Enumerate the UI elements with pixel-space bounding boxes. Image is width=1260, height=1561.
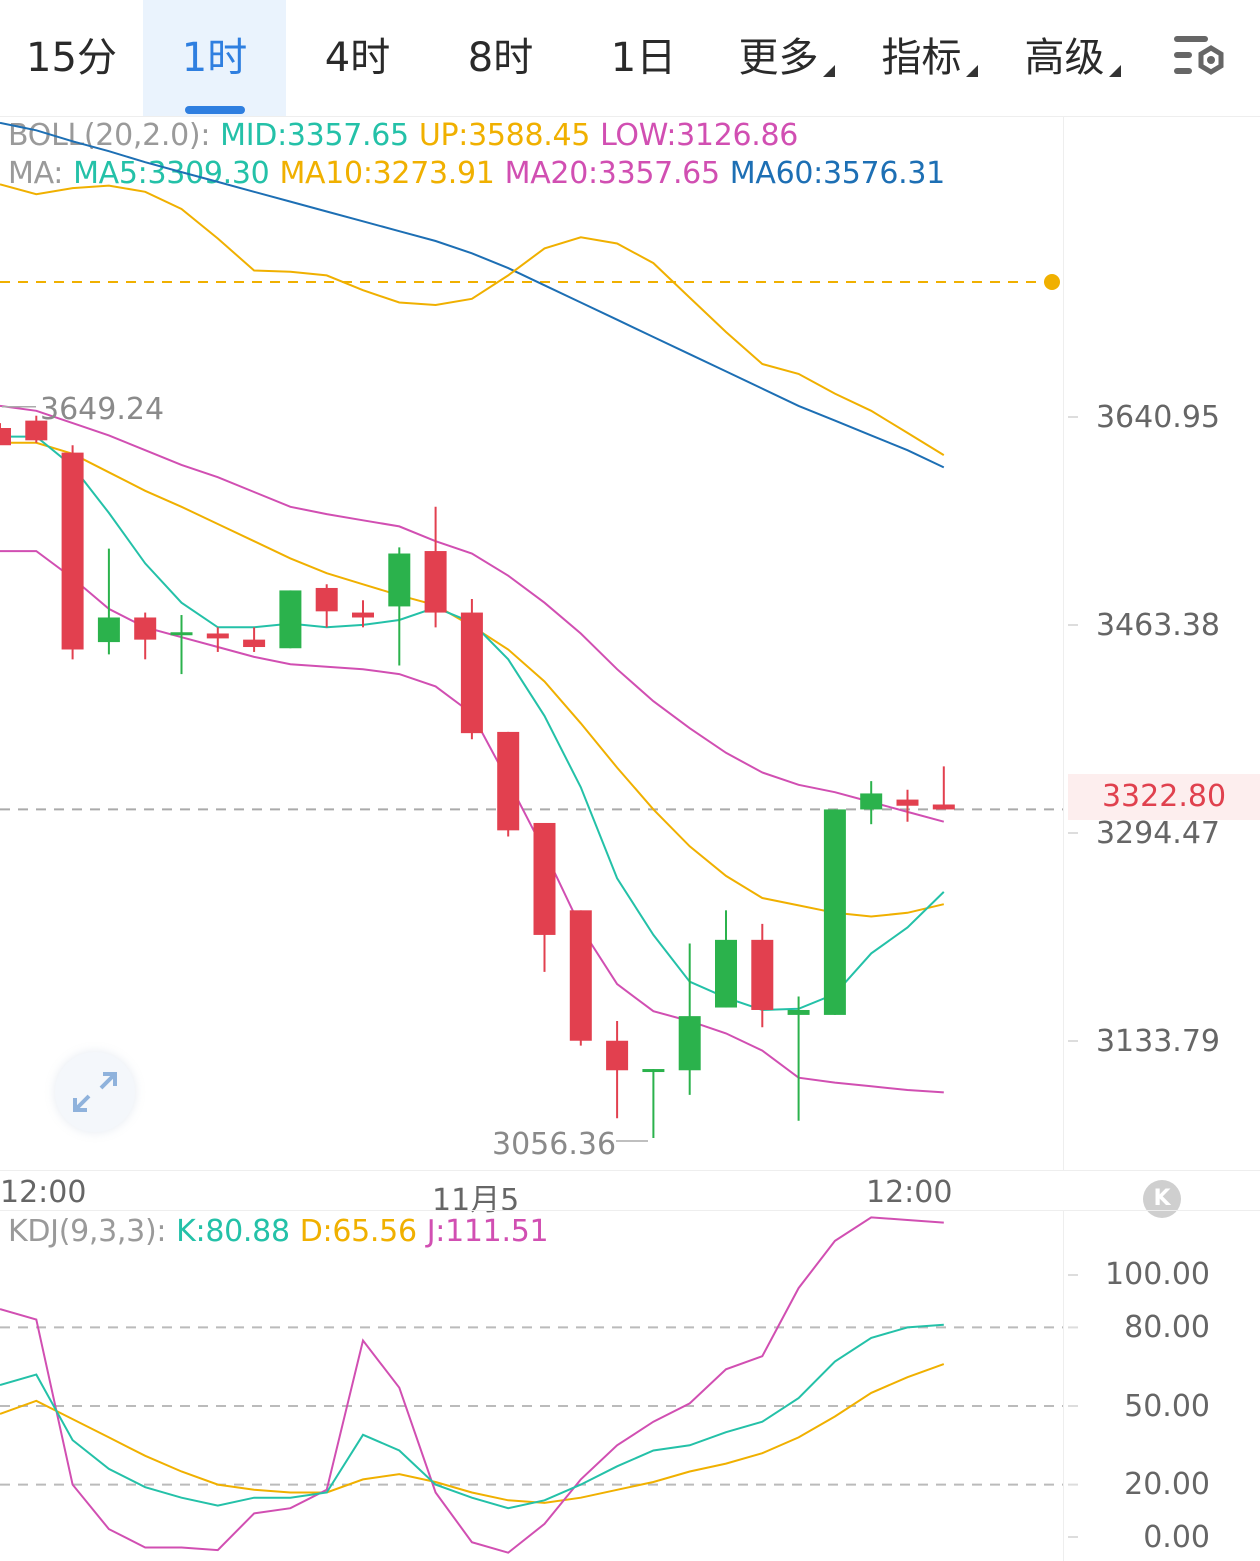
candle-body bbox=[388, 553, 411, 607]
boll-low: LOW:3126.86 bbox=[600, 118, 799, 153]
candlestick-chart[interactable] bbox=[0, 116, 1260, 1176]
kdj-axis-label: 100.00 bbox=[1105, 1257, 1210, 1292]
boll-up: UP:3588.45 bbox=[418, 118, 591, 153]
candle-body bbox=[25, 420, 48, 441]
price-axis-label: 3463.38 bbox=[1095, 608, 1220, 643]
candle-body bbox=[97, 617, 120, 643]
kdj-label: KDJ(9,3,3): bbox=[8, 1214, 167, 1249]
candle-body bbox=[896, 799, 919, 806]
candle-body bbox=[932, 804, 955, 810]
boll-legend: BOLL(20,2.0): MID:3357.65 UP:3588.45 LOW:31… bbox=[8, 118, 808, 153]
price-axis-label: 3294.47 bbox=[1095, 816, 1220, 851]
tab-label: 15分 bbox=[26, 35, 117, 81]
tab-0[interactable]: 15分 bbox=[0, 0, 143, 116]
candle-body bbox=[0, 428, 11, 446]
kdj-d-value: D:65.56 bbox=[299, 1214, 417, 1249]
kdj-k-line bbox=[0, 1323, 944, 1510]
price-axis-label: 3133.79 bbox=[1095, 1024, 1220, 1059]
candle-body bbox=[460, 612, 483, 734]
tab-label: 8时 bbox=[467, 35, 534, 81]
ma20-value: MA20:3357.65 bbox=[504, 156, 720, 191]
candle-body bbox=[642, 1069, 665, 1073]
dropdown-triangle-icon bbox=[965, 65, 978, 77]
kdj-divider bbox=[0, 1210, 1260, 1211]
current-price-label: 3322.80 bbox=[1068, 774, 1260, 820]
time-axis-label: 11月5 bbox=[432, 1183, 520, 1218]
tab-3[interactable]: 8时 bbox=[429, 0, 572, 116]
candle-body bbox=[424, 551, 447, 613]
time-axis-label: 12:00 bbox=[866, 1175, 953, 1210]
kdj-axis-divider bbox=[1063, 1210, 1064, 1561]
reference-dot bbox=[1044, 274, 1060, 290]
ma-legend: MA: MA5:3309.30 MA10:3273.91 MA20:3357.65 MA… bbox=[8, 156, 955, 191]
tab-label: 4时 bbox=[324, 35, 391, 81]
time-axis-divider bbox=[0, 1170, 1260, 1171]
dropdown-triangle-icon bbox=[822, 65, 835, 77]
price-axis-divider bbox=[1063, 116, 1064, 1170]
ma60-line bbox=[0, 121, 945, 469]
expand-icon bbox=[73, 1072, 117, 1112]
tab-label: 更多 bbox=[738, 35, 819, 81]
kdj-axis-label: 0.00 bbox=[1143, 1520, 1210, 1555]
candle-body bbox=[787, 1009, 810, 1015]
candle-body bbox=[823, 809, 846, 1015]
boll-label: BOLL(20,2.0): bbox=[8, 118, 211, 153]
dropdown-triangle-icon bbox=[1108, 65, 1121, 77]
tab-1[interactable]: 1时 bbox=[143, 0, 286, 116]
timeframe-tab-bar: 15分 1时 4时 8时 1日 更多 指标 高级 bbox=[0, 0, 1260, 116]
boll-mid: MID:3357.65 bbox=[220, 118, 409, 153]
tab-7[interactable]: 高级 bbox=[1001, 0, 1144, 116]
kdj-j-line bbox=[0, 1216, 944, 1554]
kdj-d-line bbox=[0, 1363, 945, 1504]
kdj-axis-label: 80.00 bbox=[1124, 1310, 1210, 1345]
chart-settings-icon[interactable] bbox=[1172, 30, 1228, 86]
kdj-k-value: K:80.88 bbox=[176, 1214, 290, 1249]
candle-body bbox=[497, 731, 520, 831]
tab-5[interactable]: 更多 bbox=[715, 0, 858, 116]
candle-body bbox=[243, 639, 266, 648]
candle-body bbox=[134, 617, 157, 640]
candle-body bbox=[533, 822, 556, 935]
tab-2[interactable]: 4时 bbox=[286, 0, 429, 116]
candle-body bbox=[315, 587, 338, 612]
low-price-marker: 3056.36 bbox=[492, 1127, 617, 1162]
candle-body bbox=[170, 632, 193, 636]
kdj-axis-label: 20.00 bbox=[1124, 1467, 1210, 1502]
boll-upper-line bbox=[0, 404, 945, 823]
candle-body bbox=[206, 633, 229, 639]
kdj-j-value: J:111.51 bbox=[426, 1214, 549, 1249]
candle-body bbox=[569, 910, 592, 1041]
tab-4[interactable]: 1日 bbox=[572, 0, 715, 116]
candle-body bbox=[751, 939, 774, 1010]
ma-label: MA: bbox=[8, 156, 64, 191]
tab-label: 1时 bbox=[181, 35, 248, 81]
k-line-toggle-button[interactable]: K bbox=[1143, 1180, 1181, 1218]
tab-label: 指标 bbox=[881, 35, 962, 81]
candle-body bbox=[860, 793, 883, 810]
expand-chart-button[interactable] bbox=[55, 1052, 135, 1132]
candle-body bbox=[61, 452, 84, 650]
kdj-legend: KDJ(9,3,3): K:80.88 D:65.56 J:111.51 bbox=[8, 1214, 558, 1249]
kdj-chart[interactable] bbox=[0, 1210, 1260, 1561]
candle-body bbox=[352, 612, 374, 618]
kdj-axis-label: 50.00 bbox=[1124, 1389, 1210, 1424]
candle-body bbox=[678, 1016, 701, 1071]
tab-divider bbox=[0, 116, 1260, 117]
ma10-value: MA10:3273.91 bbox=[279, 156, 495, 191]
candle-body bbox=[606, 1040, 629, 1071]
candle-body bbox=[279, 590, 302, 649]
candle-body bbox=[715, 939, 737, 1008]
high-price-marker: 3649.24 bbox=[40, 392, 165, 427]
tab-6[interactable]: 指标 bbox=[858, 0, 1001, 116]
ma60-value: MA60:3576.31 bbox=[729, 156, 945, 191]
time-axis-label: 12:00 bbox=[0, 1175, 87, 1210]
price-axis-label: 3640.95 bbox=[1095, 400, 1220, 435]
tab-label: 1日 bbox=[610, 35, 677, 81]
ma10-line bbox=[0, 183, 945, 456]
tab-label: 高级 bbox=[1024, 35, 1105, 81]
